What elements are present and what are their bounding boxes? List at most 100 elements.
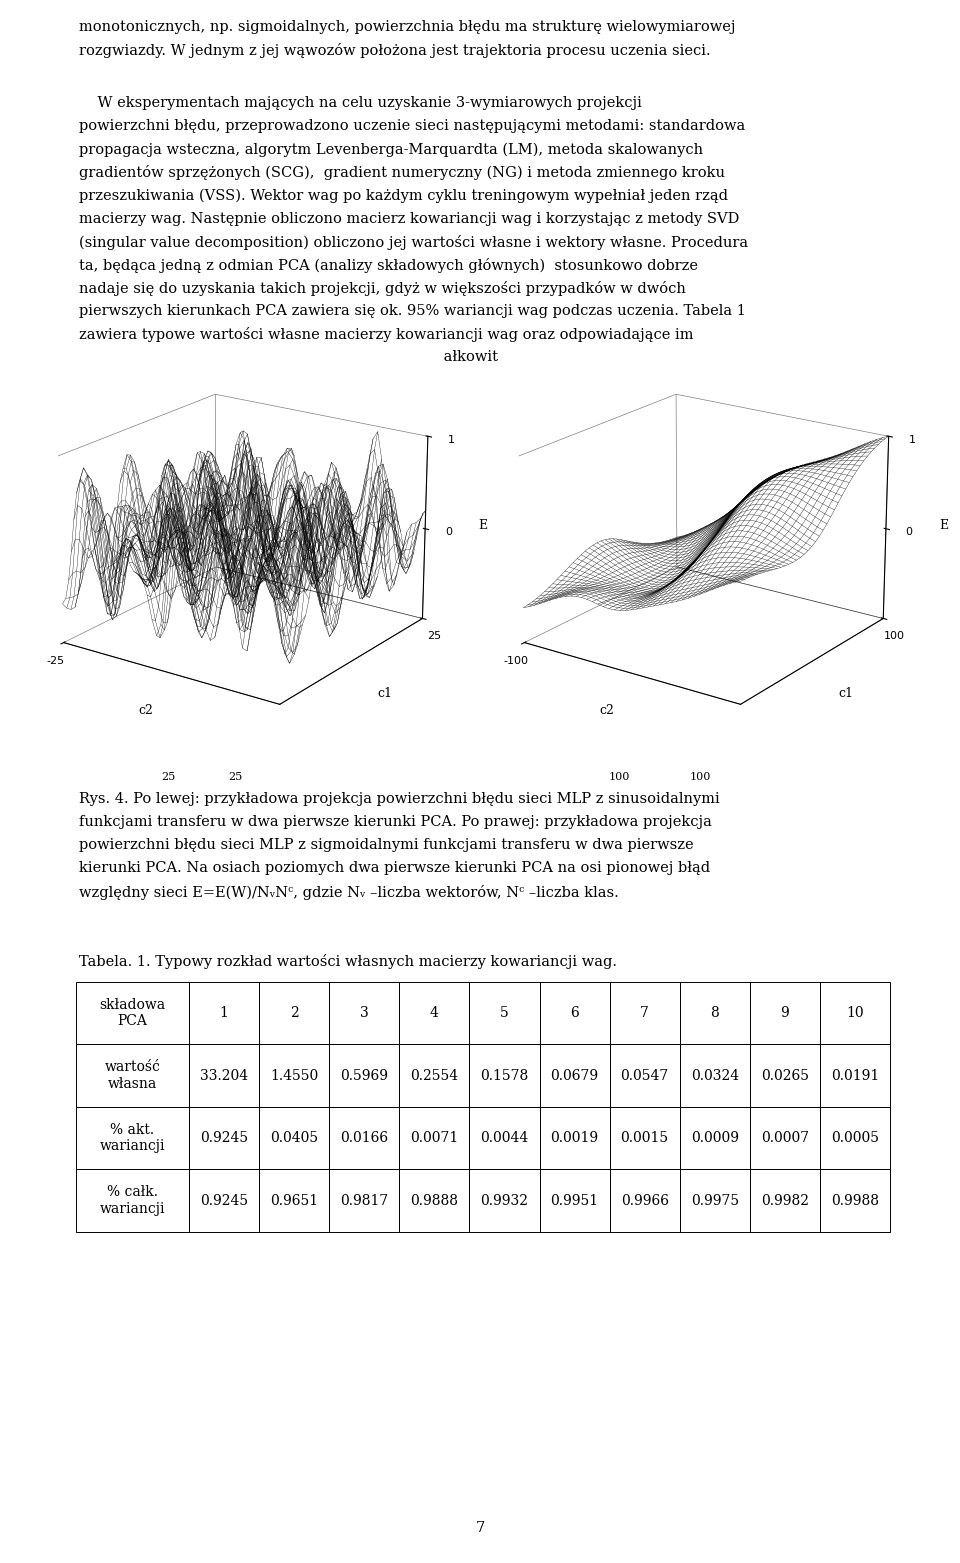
Bar bbox=[750, 1169, 820, 1232]
Text: 0.9888: 0.9888 bbox=[411, 1194, 459, 1208]
Text: 8: 8 bbox=[710, 1007, 719, 1021]
Text: % całk.
wariancji: % całk. wariancji bbox=[100, 1185, 165, 1216]
Text: 0.1578: 0.1578 bbox=[480, 1069, 529, 1083]
Bar bbox=[680, 1169, 750, 1232]
Bar bbox=[750, 1107, 820, 1169]
Text: 0.9951: 0.9951 bbox=[550, 1194, 599, 1208]
Text: 0.0015: 0.0015 bbox=[620, 1132, 669, 1146]
Text: 0.0191: 0.0191 bbox=[830, 1069, 879, 1083]
Bar bbox=[469, 982, 540, 1044]
Bar bbox=[610, 1044, 680, 1107]
Text: 6: 6 bbox=[570, 1007, 579, 1021]
Text: 0.5969: 0.5969 bbox=[340, 1069, 388, 1083]
Text: 25: 25 bbox=[161, 772, 175, 782]
Bar bbox=[76, 1169, 189, 1232]
Bar bbox=[750, 982, 820, 1044]
Bar bbox=[259, 1107, 329, 1169]
Bar bbox=[329, 1169, 399, 1232]
Text: 0.0009: 0.0009 bbox=[690, 1132, 738, 1146]
Text: 0.0019: 0.0019 bbox=[550, 1132, 599, 1146]
Text: gradientów sprzężonych (SCG),  gradient numeryczny (NG) i metoda zmiennego kroku: gradientów sprzężonych (SCG), gradient n… bbox=[79, 166, 725, 180]
Bar bbox=[399, 1169, 469, 1232]
Text: pierwszych kierunkach PCA zawiera się ok. 95% wariancji wag podczas uczenia. Tab: pierwszych kierunkach PCA zawiera się ok… bbox=[79, 305, 746, 317]
Text: kierunki PCA. Na osiach poziomych dwa pierwsze kierunki PCA na osi pionowej błąd: kierunki PCA. Na osiach poziomych dwa pi… bbox=[79, 861, 709, 875]
Text: funkcjami transferu w dwa pierwsze kierunki PCA. Po prawej: przykładowa projekcj: funkcjami transferu w dwa pierwsze kieru… bbox=[79, 816, 711, 828]
Text: 1: 1 bbox=[220, 1007, 228, 1021]
Bar bbox=[189, 1044, 259, 1107]
Text: 0.0007: 0.0007 bbox=[760, 1132, 809, 1146]
Bar bbox=[469, 1169, 540, 1232]
Text: 0.9817: 0.9817 bbox=[340, 1194, 389, 1208]
Bar bbox=[750, 1044, 820, 1107]
Text: względny sieci E=E(W)/NᵥNᶜ, gdzie Nᵥ –liczba wektorów, Nᶜ –liczba klas.: względny sieci E=E(W)/NᵥNᶜ, gdzie Nᵥ –li… bbox=[79, 885, 618, 900]
Text: 0.0405: 0.0405 bbox=[270, 1132, 319, 1146]
Text: 0.9982: 0.9982 bbox=[760, 1194, 808, 1208]
Text: 0.9966: 0.9966 bbox=[620, 1194, 668, 1208]
Text: powierzchni błędu sieci MLP z sigmoidalnymi funkcjami transferu w dwa pierwsze: powierzchni błędu sieci MLP z sigmoidaln… bbox=[79, 838, 693, 852]
X-axis label: c2: c2 bbox=[138, 703, 154, 717]
Bar bbox=[610, 982, 680, 1044]
Text: 0.9651: 0.9651 bbox=[270, 1194, 319, 1208]
Text: 4: 4 bbox=[430, 1007, 439, 1021]
Text: 0.9932: 0.9932 bbox=[481, 1194, 528, 1208]
Bar bbox=[540, 1169, 610, 1232]
Bar bbox=[76, 982, 189, 1044]
Text: wartość
własna: wartość własna bbox=[105, 1060, 160, 1091]
Text: 25: 25 bbox=[228, 772, 242, 782]
Bar bbox=[76, 1044, 189, 1107]
Text: (singular value decomposition) obliczono jej wartości własne i wektory własne. P: (singular value decomposition) obliczono… bbox=[79, 234, 748, 250]
Text: Rys. 4. Po lewej: przykładowa projekcja powierzchni błędu sieci MLP z sinusoidal: Rys. 4. Po lewej: przykładowa projekcja … bbox=[79, 792, 719, 807]
Bar bbox=[259, 982, 329, 1044]
Bar bbox=[680, 1044, 750, 1107]
X-axis label: c2: c2 bbox=[599, 703, 614, 717]
Text: 0.9245: 0.9245 bbox=[200, 1132, 249, 1146]
Text: 3: 3 bbox=[360, 1007, 369, 1021]
Bar bbox=[820, 1107, 890, 1169]
Text: 0.0324: 0.0324 bbox=[690, 1069, 739, 1083]
Text: wariancje zawarte w aktualnej składowej PCA i całkowite wariancje zawarte łączni: wariancje zawarte w aktualnej składowej … bbox=[79, 350, 705, 364]
Bar bbox=[329, 1044, 399, 1107]
Text: 100: 100 bbox=[609, 772, 630, 782]
Bar bbox=[540, 1107, 610, 1169]
Text: rozgwiazdy. W jednym z jej wąwozów położona jest trajektoria procesu uczenia sie: rozgwiazdy. W jednym z jej wąwozów położ… bbox=[79, 42, 710, 58]
Bar bbox=[469, 1044, 540, 1107]
Text: 0.0071: 0.0071 bbox=[410, 1132, 459, 1146]
Bar bbox=[329, 1107, 399, 1169]
Text: ta, będąca jedną z odmian PCA (analizy składowych głównych)  stosunkowo dobrze: ta, będąca jedną z odmian PCA (analizy s… bbox=[79, 258, 698, 274]
Text: w składowych PCA od pierwszej do aktualnej.: w składowych PCA od pierwszej do aktualn… bbox=[79, 374, 419, 388]
Text: 0.9245: 0.9245 bbox=[200, 1194, 249, 1208]
Text: 100: 100 bbox=[690, 772, 711, 782]
Text: 0.0265: 0.0265 bbox=[760, 1069, 808, 1083]
Bar bbox=[189, 1169, 259, 1232]
Text: 2: 2 bbox=[290, 1007, 299, 1021]
Bar bbox=[399, 1107, 469, 1169]
Bar bbox=[189, 1107, 259, 1169]
Y-axis label: c1: c1 bbox=[838, 686, 853, 700]
Text: 0.0679: 0.0679 bbox=[550, 1069, 599, 1083]
Text: 1.4550: 1.4550 bbox=[270, 1069, 319, 1083]
Text: 0.0547: 0.0547 bbox=[620, 1069, 669, 1083]
Text: powierzchni błędu, przeprowadzono uczenie sieci następującymi metodami: standard: powierzchni błędu, przeprowadzono uczeni… bbox=[79, 119, 745, 133]
Text: macierzy wag. Następnie obliczono macierz kowariancji wag i korzystając z metody: macierzy wag. Następnie obliczono macier… bbox=[79, 211, 739, 225]
Text: 0.0044: 0.0044 bbox=[480, 1132, 529, 1146]
Text: 9: 9 bbox=[780, 1007, 789, 1021]
Bar bbox=[76, 1107, 189, 1169]
Text: propagacja wsteczna, algorytm Levenberga-Marquardta (LM), metoda skalowanych: propagacja wsteczna, algorytm Levenberga… bbox=[79, 142, 703, 156]
Bar bbox=[329, 982, 399, 1044]
Text: 7: 7 bbox=[475, 1521, 485, 1535]
Text: 0.9975: 0.9975 bbox=[690, 1194, 739, 1208]
Bar bbox=[399, 982, 469, 1044]
Text: 10: 10 bbox=[846, 1007, 864, 1021]
Text: nadaje się do uzyskania takich projekcji, gdyż w większości przypadków w dwóch: nadaje się do uzyskania takich projekcji… bbox=[79, 281, 685, 295]
Bar bbox=[540, 1044, 610, 1107]
Text: przeszukiwania (VSS). Wektor wag po każdym cyklu treningowym wypełniał jeden rzą: przeszukiwania (VSS). Wektor wag po każd… bbox=[79, 189, 728, 203]
Text: % akt.
wariancji: % akt. wariancji bbox=[100, 1122, 165, 1153]
Text: Tabela. 1. Typowy rozkład wartości własnych macierzy kowariancji wag.: Tabela. 1. Typowy rozkład wartości własn… bbox=[79, 953, 616, 969]
Bar bbox=[680, 1107, 750, 1169]
Text: 0.0005: 0.0005 bbox=[830, 1132, 878, 1146]
Bar bbox=[540, 982, 610, 1044]
Text: W eksperymentach mających na celu uzyskanie 3-wymiarowych projekcji: W eksperymentach mających na celu uzyska… bbox=[79, 95, 641, 109]
Text: 0.9988: 0.9988 bbox=[830, 1194, 878, 1208]
Bar bbox=[820, 1169, 890, 1232]
Bar bbox=[259, 1044, 329, 1107]
